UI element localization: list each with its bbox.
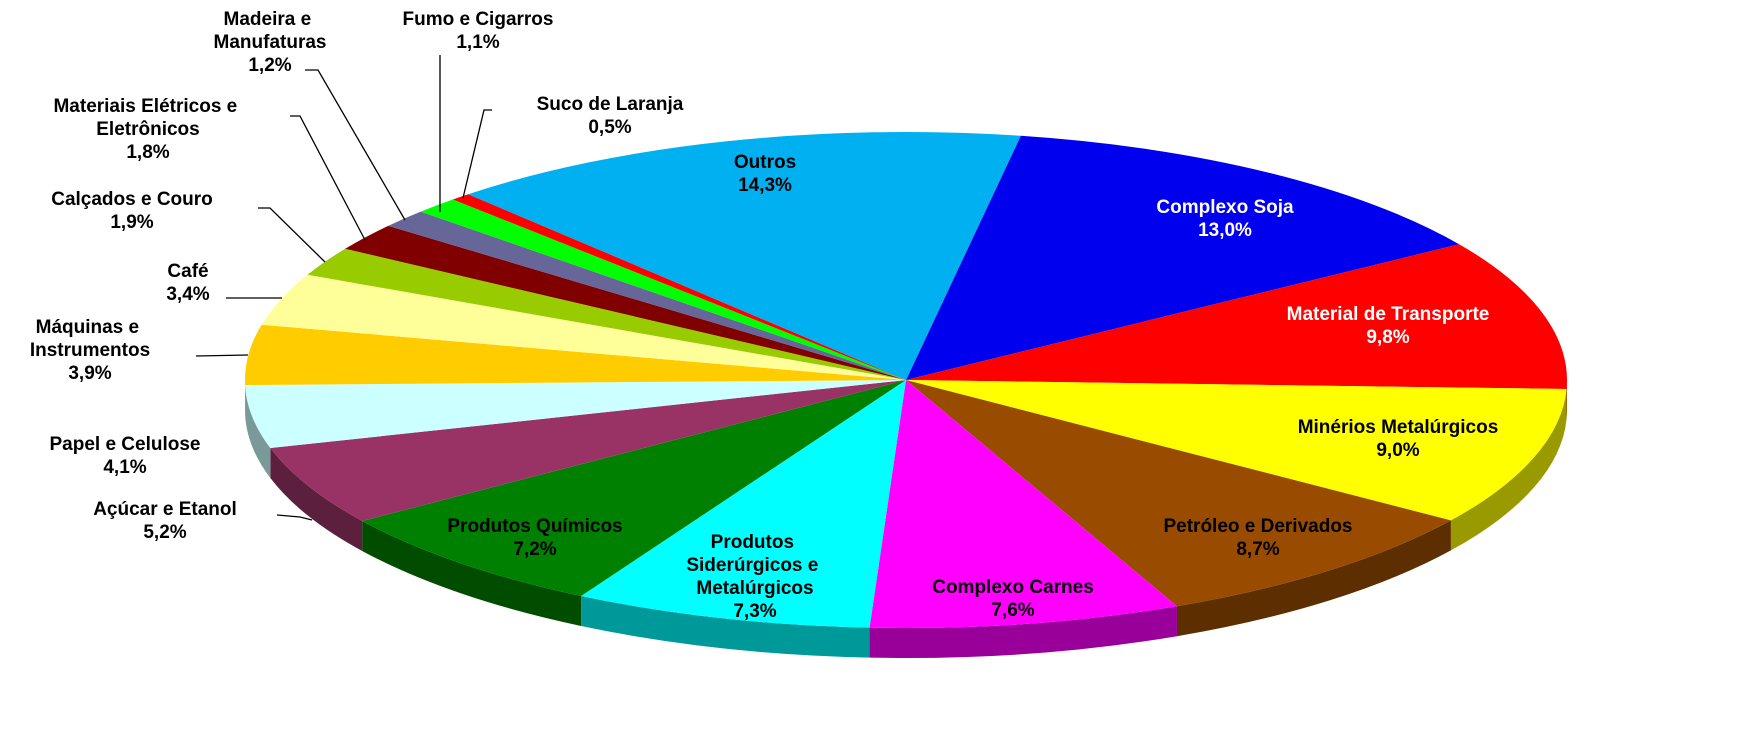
slice-value-label: 3,4%: [166, 284, 209, 305]
slice-label: Outros: [734, 152, 796, 173]
leader-line: [290, 115, 366, 241]
slice-label: Açúcar e Etanol: [93, 499, 237, 520]
slice: [420, 199, 906, 380]
slice-label: Madeira e Manufaturas: [214, 9, 327, 53]
slice: [245, 380, 906, 449]
slice-label: Café: [167, 261, 208, 282]
slice-value-label: 8,7%: [1236, 539, 1279, 560]
slice: [906, 380, 1451, 607]
slice-label: Fumo e Cigarros: [403, 9, 554, 30]
slice-value-label: 4,1%: [103, 457, 146, 478]
slice: [388, 211, 906, 380]
slice-value-label: 9,8%: [1366, 327, 1409, 348]
leader-line: [462, 109, 492, 199]
slice-side: [362, 520, 582, 626]
slice-label: Produtos Químicos: [447, 516, 622, 537]
slice-label: Complexo Soja: [1156, 197, 1294, 218]
slice-label: Papel e Celulose: [49, 434, 200, 455]
slice-label: Materiais Elétricos e Eletrônicos: [53, 96, 242, 140]
slice-value-label: 14,3%: [738, 175, 792, 196]
slice-label: Suco de Laranja: [537, 94, 684, 115]
slice-label: Produtos Siderúrgicos e Metalúrgicos: [686, 532, 823, 599]
leader-line: [276, 514, 313, 521]
slice-value-label: 1,2%: [248, 55, 291, 76]
slice: [468, 131, 1021, 380]
slice: [362, 380, 906, 596]
slice-side: [1176, 520, 1451, 637]
leader-line: [305, 69, 406, 221]
slice-value-label: 1,1%: [456, 32, 499, 53]
slice-value-label: 9,0%: [1376, 440, 1419, 461]
slice: [906, 380, 1567, 521]
slice-side: [869, 606, 1177, 658]
slice: [270, 380, 906, 521]
slice-label: Material de Transporte: [1287, 304, 1490, 325]
slice-side: [270, 448, 363, 551]
slice-side: [581, 595, 870, 658]
slice-value-label: 5,2%: [143, 522, 186, 543]
slice: [307, 248, 906, 380]
slice-value-label: 1,9%: [110, 212, 153, 233]
slice: [452, 194, 906, 380]
leader-line: [258, 207, 326, 263]
leader-line: [195, 354, 249, 357]
slice-label: Complexo Carnes: [932, 577, 1094, 598]
slice: [245, 324, 906, 386]
slice-label: Calçados e Couro: [51, 189, 213, 210]
slice: [906, 244, 1567, 390]
slice-value-label: 7,6%: [991, 600, 1034, 621]
slice-value-label: 3,9%: [68, 363, 111, 384]
slice: [906, 135, 1460, 380]
slice: [581, 380, 906, 628]
slice-value-label: 13,0%: [1198, 220, 1252, 241]
slice-value-label: 1,8%: [126, 142, 169, 163]
slice-label: Máquinas e Instrumentos: [30, 317, 150, 361]
slice: [869, 380, 1177, 629]
slice-value-label: 7,3%: [733, 601, 776, 622]
slice-side: [245, 385, 271, 479]
slice: [345, 225, 906, 380]
slice-value-label: 7,2%: [513, 539, 556, 560]
slice-label: Minérios Metalúrgicos: [1298, 417, 1499, 438]
slice-side: [1450, 389, 1567, 551]
slice: [261, 274, 907, 380]
slice-value-label: 0,5%: [588, 117, 631, 138]
slice-label: Petróleo e Derivados: [1163, 516, 1352, 537]
